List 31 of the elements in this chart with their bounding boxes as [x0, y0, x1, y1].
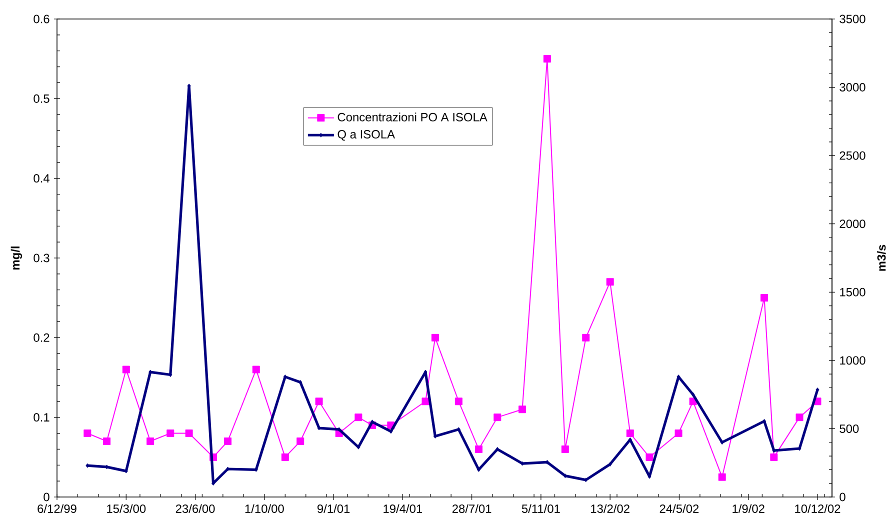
legend-label: Concentrazioni PO A ISOLA: [338, 112, 488, 122]
y-tick-label: 0: [44, 492, 50, 502]
x-tick-label: 10/12/02: [795, 504, 840, 513]
y2-tick-label: 0: [840, 492, 846, 502]
y2-tick-label: 3000: [840, 83, 866, 92]
y-tick-label: 0.5: [34, 94, 50, 103]
y2-tick-label: 1000: [840, 356, 866, 365]
x-tick-label: 13/2/02: [591, 504, 630, 513]
y2-tick-label: 2500: [840, 151, 866, 160]
y2-tick-label: 3500: [840, 14, 866, 24]
x-tick-label: 1/9/02: [732, 504, 764, 513]
legend-label: Q a ISOLA: [338, 130, 395, 141]
y-tick-label: 0.4: [34, 174, 50, 183]
y-axis-title: mg/l: [10, 246, 22, 270]
y-tick-label: 0.1: [34, 413, 50, 422]
x-tick-label: 1/10/00: [245, 504, 284, 513]
y2-tick-label: 1500: [840, 288, 866, 296]
x-tick-label: 5/11/01: [522, 504, 560, 513]
y2-tick-label: 2000: [840, 220, 866, 228]
y-tick-label: 0.6: [34, 14, 50, 24]
x-tick-label: 24/5/02: [660, 504, 699, 513]
x-tick-label: 28/7/01: [452, 504, 492, 513]
x-tick-label: 23/6/00: [176, 504, 215, 513]
x-tick-label: 15/3/00: [107, 504, 146, 513]
x-tick-label: 9/1/01: [317, 504, 350, 513]
y2-tick-label: 500: [840, 424, 859, 433]
y-tick-label: 0.3: [34, 254, 50, 262]
y2-axis-title: m3/s: [876, 244, 886, 271]
x-tick-label: 19/4/01: [384, 504, 422, 513]
y-tick-label: 0.2: [34, 333, 50, 342]
x-tick-label: 6/12/99: [38, 504, 76, 513]
